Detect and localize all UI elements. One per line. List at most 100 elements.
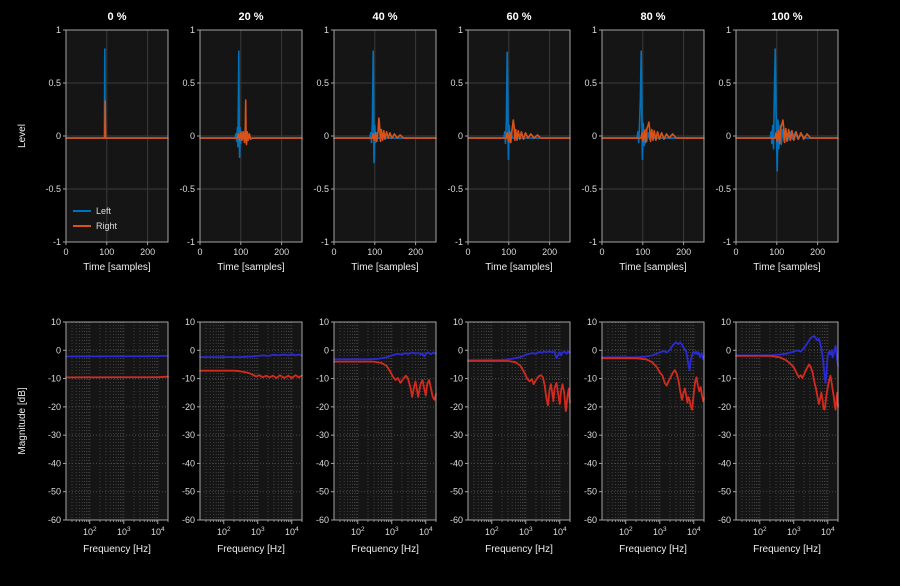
y-tick-label: 0: [726, 131, 731, 141]
y-tick-label: -0.5: [179, 184, 195, 194]
y-tick-label: -40: [182, 458, 195, 468]
axes-background: [334, 322, 436, 520]
y-tick-label: 0: [324, 131, 329, 141]
y-tick-label: 1: [726, 25, 731, 35]
y-tick-label: -30: [450, 430, 463, 440]
x-axis-label: Frequency [Hz]: [485, 544, 553, 555]
y-tick-label: -60: [182, 515, 195, 525]
y-tick-label: 0.5: [584, 78, 597, 88]
y-tick-label: 0: [56, 131, 61, 141]
y-tick-label: -60: [718, 515, 731, 525]
x-tick-label: 103: [385, 526, 399, 537]
right-magnitude-line: [735, 355, 839, 411]
y-tick-label: -30: [316, 430, 329, 440]
y-tick-label: -10: [182, 374, 195, 384]
x-tick-label: 102: [217, 526, 231, 537]
x-tick-label: 104: [419, 526, 433, 537]
time-plot-3: 0 100 200 1 0.5 0 -0.5 -1 60 % Time [samples]: [447, 11, 571, 273]
x-tick-label: 200: [408, 247, 423, 257]
axes-box: [333, 321, 437, 521]
right-magnitude-line: [467, 360, 571, 412]
x-axis-label: Frequency [Hz]: [351, 544, 419, 555]
x-tick-label: 200: [542, 247, 557, 257]
x-tick-label: 100: [501, 247, 516, 257]
axes-box: [601, 321, 705, 521]
x-axis-label: Time [samples]: [753, 262, 821, 273]
y-tick-label: -10: [718, 374, 731, 384]
y-tick-label: 0: [190, 131, 195, 141]
freq-plot-5: 102 103 104 10 0 -10 -20 -30 -40 -50 -60 Frequency …: [718, 317, 839, 555]
x-tick-label: 103: [251, 526, 265, 537]
x-tick-label: 103: [519, 526, 533, 537]
y-tick-label: -20: [182, 402, 195, 412]
x-tick-label: 200: [810, 247, 825, 257]
y-tick-label: -60: [584, 515, 597, 525]
y-axis-label: Level: [17, 124, 28, 148]
y-tick-label: -0.5: [581, 184, 597, 194]
x-tick-label: 104: [687, 526, 701, 537]
y-tick-label: 1: [190, 25, 195, 35]
x-axis-label: Time [samples]: [485, 262, 553, 273]
right-magnitude-line: [199, 369, 303, 379]
x-axis-label: Time [samples]: [217, 262, 285, 273]
x-tick-label: 103: [117, 526, 131, 537]
y-tick-label: 1: [458, 25, 463, 35]
axes-background: [468, 322, 570, 520]
right-magnitude-line: [333, 360, 437, 401]
axes-box: [199, 321, 303, 521]
y-tick-label: -50: [48, 487, 61, 497]
y-tick-label: 1: [592, 25, 597, 35]
x-tick-label: 200: [140, 247, 155, 257]
y-tick-label: 0: [56, 345, 61, 355]
y-tick-label: -10: [48, 374, 61, 384]
legend-label: Right: [96, 221, 118, 231]
y-axis-label: Magnitude [dB]: [17, 387, 28, 454]
left-magnitude-line: [199, 353, 303, 358]
y-tick-label: -10: [584, 374, 597, 384]
x-axis-label: Frequency [Hz]: [83, 544, 151, 555]
y-tick-label: -0.5: [715, 184, 731, 194]
x-tick-label: 0: [63, 247, 68, 257]
y-tick-label: 10: [319, 317, 329, 327]
x-axis-label: Frequency [Hz]: [753, 544, 821, 555]
freq-plot-1: 102 103 104 10 0 -10 -20 -30 -40 -50 -60 Frequency …: [182, 317, 303, 555]
subplot-title: 0 %: [108, 11, 127, 23]
y-tick-label: 0.5: [316, 78, 329, 88]
y-tick-label: 0.5: [182, 78, 195, 88]
x-axis-label: Time [samples]: [83, 262, 151, 273]
y-tick-label: -20: [718, 402, 731, 412]
x-tick-label: 100: [99, 247, 114, 257]
time-plot-5: 0 100 200 1 0.5 0 -0.5 -1 100 % Time [samples]: [715, 11, 839, 273]
x-tick-label: 200: [676, 247, 691, 257]
x-tick-label: 102: [753, 526, 767, 537]
y-tick-label: -40: [718, 458, 731, 468]
y-tick-label: 0.5: [450, 78, 463, 88]
x-tick-label: 103: [787, 526, 801, 537]
y-tick-label: -1: [723, 237, 731, 247]
x-tick-label: 102: [619, 526, 633, 537]
y-tick-label: -1: [187, 237, 195, 247]
axes-box: [735, 321, 839, 521]
time-plot-1: 0 100 200 1 0.5 0 -0.5 -1 20 % Time [samples]: [179, 11, 303, 273]
subplot-title: 60 %: [506, 11, 531, 23]
axes-background: [66, 322, 168, 520]
right-channel-line: [735, 119, 839, 145]
x-tick-label: 100: [367, 247, 382, 257]
freq-plot-0: 102 103 104 10 0 -10 -20 -30 -40 -50 -60 Frequency …: [17, 317, 169, 555]
y-tick-label: 10: [453, 317, 463, 327]
y-tick-label: -10: [316, 374, 329, 384]
y-tick-label: -20: [316, 402, 329, 412]
y-tick-label: -40: [584, 458, 597, 468]
y-tick-label: 0: [324, 345, 329, 355]
left-magnitude-line: [65, 355, 169, 358]
y-tick-label: -30: [182, 430, 195, 440]
left-channel-line: [333, 50, 437, 164]
y-tick-label: -40: [316, 458, 329, 468]
x-tick-label: 0: [197, 247, 202, 257]
y-tick-label: -1: [321, 237, 329, 247]
y-tick-label: -30: [48, 430, 61, 440]
left-magnitude-line: [333, 351, 437, 361]
x-tick-label: 0: [599, 247, 604, 257]
y-tick-label: 0: [592, 345, 597, 355]
subplot-title: 40 %: [372, 11, 397, 23]
